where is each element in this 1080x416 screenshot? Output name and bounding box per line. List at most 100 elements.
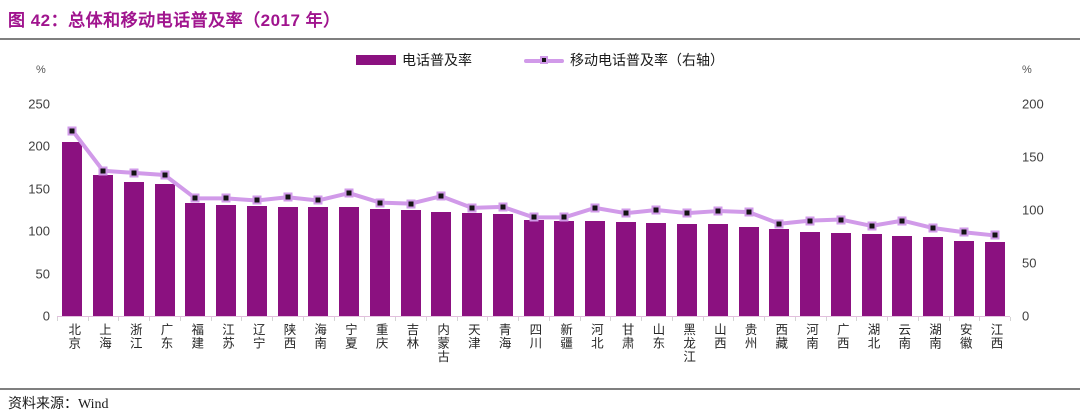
x-axis-label: 江苏 [219,323,234,350]
x-axis-label: 山西 [711,323,726,350]
x-axis-tick [333,317,335,321]
x-axis-label: 重庆 [373,323,388,350]
x-axis-label: 北京 [66,323,81,350]
right-axis-tick: 0 [1022,308,1030,324]
bar [830,232,851,316]
line-marker [436,191,446,201]
x-axis-label: 湖北 [865,323,880,350]
footer-divider [0,388,1080,390]
x-axis-tick [917,317,919,321]
line-marker [774,219,784,229]
x-axis-tick [548,317,550,321]
x-axis-label: 内蒙古 [435,323,450,364]
x-axis-label: 天津 [465,323,480,350]
x-axis-label: 贵州 [742,323,757,350]
line-marker [928,223,938,233]
line-marker [375,198,385,208]
x-axis-label: 青海 [496,323,511,350]
left-axis-unit: % [36,64,46,76]
x-axis-tick [671,317,673,321]
left-axis-tick: 100 [28,223,50,239]
bar [953,240,974,316]
bar [277,206,298,316]
line-marker [682,208,692,218]
x-axis-label: 湖南 [927,323,942,350]
line-marker [313,195,323,205]
x-axis-tick [179,317,181,321]
line-marker [744,207,754,217]
bar [707,224,728,316]
bar [800,232,821,316]
bar [738,226,759,316]
bar [615,221,636,316]
left-axis-tick: 250 [28,96,50,112]
x-axis-label: 四川 [527,323,542,350]
x-axis-label: 广东 [158,323,173,350]
x-axis-tick [825,317,827,321]
line-marker [406,199,416,209]
x-axis-tick [887,317,889,321]
bar [554,221,575,316]
x-axis-tick [425,317,427,321]
line-marker [621,208,631,218]
x-axis-tick [118,317,120,321]
line-marker [98,166,108,176]
bar [154,183,175,316]
bar [492,214,513,316]
bar [246,205,267,316]
legend-label: 移动电话普及率（右轴） [570,52,724,68]
x-axis-tick [856,317,858,321]
x-axis-label: 江西 [988,323,1003,350]
x-axis-tick [210,317,212,321]
x-axis-label: 宁夏 [342,323,357,350]
line-marker [836,215,846,225]
bar [677,223,698,316]
x-axis-label: 海南 [312,323,327,350]
line-marker [990,230,1000,240]
bar [339,207,360,316]
x-axis-label: 云南 [896,323,911,350]
line-marker [805,216,815,226]
title-divider [0,38,1080,40]
right-axis-tick: 100 [1022,202,1044,218]
line-marker [160,170,170,180]
bar [308,207,329,316]
bar [216,204,237,316]
x-axis-label: 广西 [834,323,849,350]
line-marker [221,193,231,203]
chart-title: 图 42：总体和移动电话普及率（2017 年） [8,11,341,30]
x-axis-label: 新疆 [558,323,573,350]
line-marker [67,126,77,135]
bar [400,210,421,316]
legend-item-phone: 电话普及率 [356,50,472,70]
line-marker [190,193,200,203]
x-axis-label: 辽宁 [250,323,265,350]
line-marker-swatch-icon [524,54,564,67]
bar [584,221,605,316]
x-axis-tick [395,317,397,321]
line-marker [713,206,723,216]
bar [984,242,1005,316]
x-axis-tick [456,317,458,321]
line-marker [252,195,262,205]
x-axis-tick [1010,317,1011,321]
x-axis-tick [364,317,366,321]
x-axis-tick [302,317,304,321]
bar [369,209,390,316]
x-axis-label: 陕西 [281,323,296,350]
line-marker [467,203,477,213]
left-axis-tick: 150 [28,181,50,197]
x-axis-tick [641,317,643,321]
right-axis-tick: 150 [1022,149,1044,165]
x-axis-tick [979,317,981,321]
line-marker [651,205,661,215]
x-axis-tick [579,317,581,321]
bar [93,175,114,316]
bar [185,203,206,316]
x-axis-label: 安徽 [957,323,972,350]
bar [646,222,667,316]
bar [923,237,944,316]
x-axis-tick [733,317,735,321]
x-axis-label: 上海 [96,323,111,350]
